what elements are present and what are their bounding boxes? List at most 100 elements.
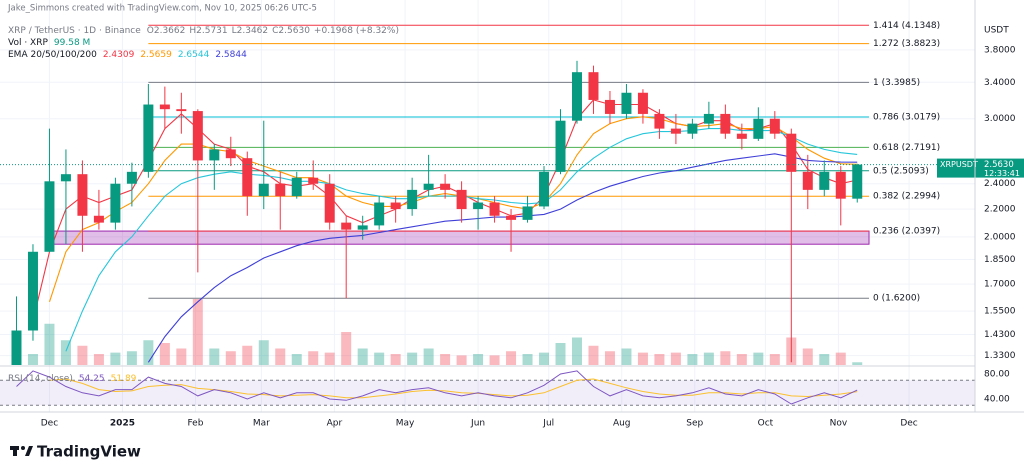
ohlc: L2.3462	[232, 26, 269, 36]
candle-body	[687, 123, 698, 134]
volume-legend: Vol · XRP 99.58 M	[8, 38, 90, 48]
fib-label: 1.414 (4.1348)	[873, 21, 940, 31]
volume-bar	[423, 348, 434, 365]
currency: USDT	[984, 26, 1009, 36]
volume-bar	[60, 340, 71, 365]
candle-body	[374, 202, 385, 226]
volume-bar	[819, 354, 830, 365]
volume-bar	[93, 354, 104, 365]
ema-value: 2.6544	[178, 50, 210, 60]
candle-body	[786, 133, 797, 172]
fib-label: 0 (1.6200)	[873, 294, 920, 304]
volume-bar	[27, 354, 38, 365]
candle-body	[852, 164, 863, 199]
last-price-box	[937, 158, 1024, 178]
y-tick-label: 1.7000	[984, 280, 1016, 290]
ema-line	[32, 99, 858, 321]
y-tick-label: 1.4300	[984, 330, 1016, 340]
y-tick-label: 1.8500	[984, 255, 1016, 265]
candle-body	[720, 113, 731, 134]
volume-bar	[324, 352, 335, 365]
candle-body	[489, 202, 500, 216]
rsi-ma-value: 51.89	[111, 374, 137, 384]
legend-line: XRP / TetherUS · 1D · Binance O2.3662 H2.5…	[8, 26, 399, 36]
fib-label: 0.618 (2.7191)	[873, 143, 940, 153]
candle-body	[324, 183, 335, 223]
last-price-value: 2.5630	[984, 160, 1014, 170]
candle-body	[341, 222, 352, 230]
rsi-band	[0, 380, 975, 406]
y-tick-label: 2.2000	[984, 205, 1016, 215]
candle-body	[703, 113, 714, 124]
candle-body	[11, 330, 22, 365]
rsi-value: 54.25	[79, 374, 105, 384]
volume-bar	[489, 355, 500, 365]
volume-bar	[604, 351, 615, 365]
volume-bar	[390, 354, 401, 365]
candle-body	[192, 111, 203, 161]
ema-legend: EMA 20/50/100/200 2.4309 2.5659 2.6544 2.584…	[8, 50, 247, 60]
candle-body	[506, 215, 517, 220]
volume-bar	[225, 351, 236, 365]
x-tick-label: Mar	[253, 419, 270, 429]
ema-line	[147, 153, 858, 363]
fib-label: 0.786 (3.0179)	[873, 113, 940, 123]
x-tick-label: Dec	[41, 419, 58, 429]
volume-name: Vol · XRP	[8, 38, 48, 48]
candle-body	[440, 183, 451, 190]
candle-body	[159, 104, 170, 110]
candle-body	[357, 225, 368, 230]
candle-body	[802, 171, 813, 190]
candle-body	[621, 92, 632, 114]
candle-body	[423, 183, 434, 190]
volume-bar	[835, 352, 846, 365]
candle-body	[258, 183, 269, 197]
volume-value: 99.58 M	[54, 38, 90, 48]
candle-body	[769, 118, 780, 134]
volume-bar	[637, 352, 648, 365]
volume-bar	[357, 348, 368, 365]
last-price-name: XRPUSDT	[940, 160, 978, 169]
ohlc: C2.5630	[272, 26, 310, 36]
volume-bar	[473, 354, 484, 365]
x-tick-label: Jul	[542, 419, 554, 429]
rsi-legend: RSI (14, close) 54.25 51.89	[8, 374, 137, 384]
volume-bar	[571, 337, 582, 365]
candle-body	[242, 158, 253, 197]
candle-body	[637, 92, 648, 114]
volume-bar	[539, 352, 550, 365]
x-tick-label: Nov	[830, 419, 848, 429]
candle-body	[176, 109, 187, 112]
y-tick-label: 2.0000	[984, 232, 1016, 242]
volume-bar	[192, 299, 203, 365]
volume-bar	[670, 352, 681, 365]
y-tick-label: 3.8000	[984, 45, 1016, 55]
candle-body	[736, 133, 747, 139]
fib-label: 0.236 (2.0397)	[873, 227, 940, 237]
volume-bar	[374, 352, 385, 365]
candle-body	[407, 189, 418, 210]
candle-body	[390, 202, 401, 210]
countdown: 12:33:41	[984, 169, 1020, 178]
rsi-tick-label: 80.00	[984, 370, 1010, 380]
symbol: XRP / TetherUS · 1D · Binance	[8, 26, 141, 36]
candle-body	[753, 118, 764, 139]
volume-bar	[588, 345, 599, 365]
volume-bar	[802, 348, 813, 365]
volume-bar	[176, 348, 187, 365]
candle-body	[654, 113, 665, 129]
candle-body	[93, 215, 104, 223]
zone	[48, 230, 870, 245]
candle-body	[291, 177, 302, 197]
volume-bar	[44, 323, 55, 365]
ema-title: EMA 20/50/100/200	[8, 50, 97, 60]
candle-body	[44, 181, 55, 252]
x-tick-label: Dec	[900, 419, 917, 429]
volume-bar	[555, 343, 566, 365]
y-tick-label: 3.0000	[984, 114, 1016, 124]
brand: TradingView	[37, 443, 141, 461]
volume-bar	[242, 345, 253, 365]
credit: Jake_Simmons created with TradingView.co…	[7, 4, 317, 14]
volume-bar	[143, 340, 154, 365]
